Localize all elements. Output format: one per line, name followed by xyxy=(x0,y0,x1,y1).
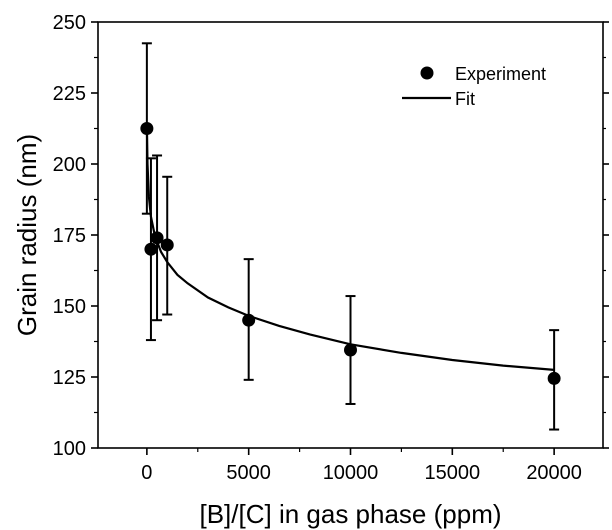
experiment-series xyxy=(140,42,561,431)
legend: Experiment Fit xyxy=(402,64,546,109)
data-point xyxy=(140,122,154,135)
x-tick-label: 15000 xyxy=(425,462,481,484)
y-tick-label: 100 xyxy=(53,438,86,460)
data-point xyxy=(160,238,174,252)
legend-experiment-label: Experiment xyxy=(455,64,546,84)
y-tick-label: 225 xyxy=(53,83,86,105)
y-tick-label: 200 xyxy=(53,154,86,176)
y-tick-label: 125 xyxy=(53,367,86,389)
data-point xyxy=(150,231,164,245)
x-tick-label: 20000 xyxy=(526,462,582,484)
data-point xyxy=(344,343,357,357)
y-axis-title: Grain radius (nm) xyxy=(12,134,42,336)
x-tick-label: 5000 xyxy=(226,462,271,484)
legend-fit-label: Fit xyxy=(455,89,475,109)
data-point xyxy=(547,371,561,385)
legend-experiment-marker xyxy=(420,66,434,80)
y-tick-label: 250 xyxy=(53,12,86,34)
y-tick-label: 175 xyxy=(53,225,86,247)
data-point xyxy=(144,242,158,256)
data-point xyxy=(242,313,256,327)
y-tick-label: 150 xyxy=(53,296,86,318)
axes: 100 125 150 175 200 225 250 0 5000 10000 15000 2000… xyxy=(53,12,609,484)
x-tick-label: 10000 xyxy=(323,462,379,484)
x-tick-label: 0 xyxy=(141,462,152,484)
x-axis-title: [B]/[C] in gas phase (ppm) xyxy=(199,499,501,529)
